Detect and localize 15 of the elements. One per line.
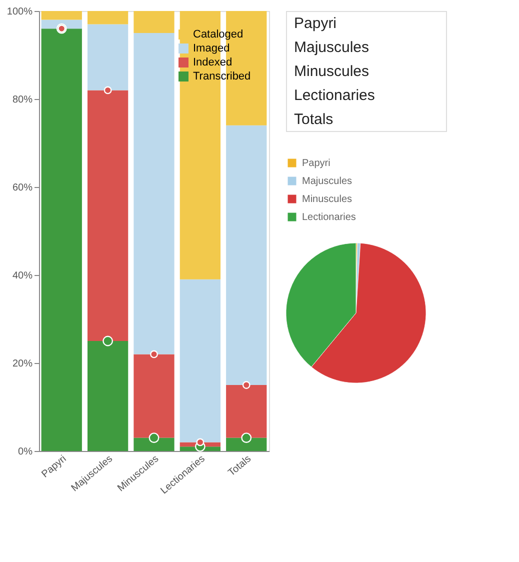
legend-label: Minuscules [302, 194, 352, 205]
text: Lectionaries [294, 87, 375, 104]
y-tick-label: 0% [18, 446, 33, 458]
y-tick-label: 100% [6, 6, 33, 18]
text: Majuscules [294, 39, 370, 56]
y-tick-label: 40% [12, 270, 33, 282]
legend-label: Lectionaries [302, 212, 356, 223]
legend-label: Papyri [302, 158, 330, 169]
y-tick-label: 80% [12, 94, 33, 106]
y-tick-label: 20% [12, 358, 33, 370]
text: Papyri [294, 15, 337, 32]
legend-label: Majuscules [302, 176, 352, 187]
text: Minuscules [294, 63, 370, 80]
text: Totals [294, 111, 334, 128]
y-tick-label: 60% [12, 182, 33, 194]
